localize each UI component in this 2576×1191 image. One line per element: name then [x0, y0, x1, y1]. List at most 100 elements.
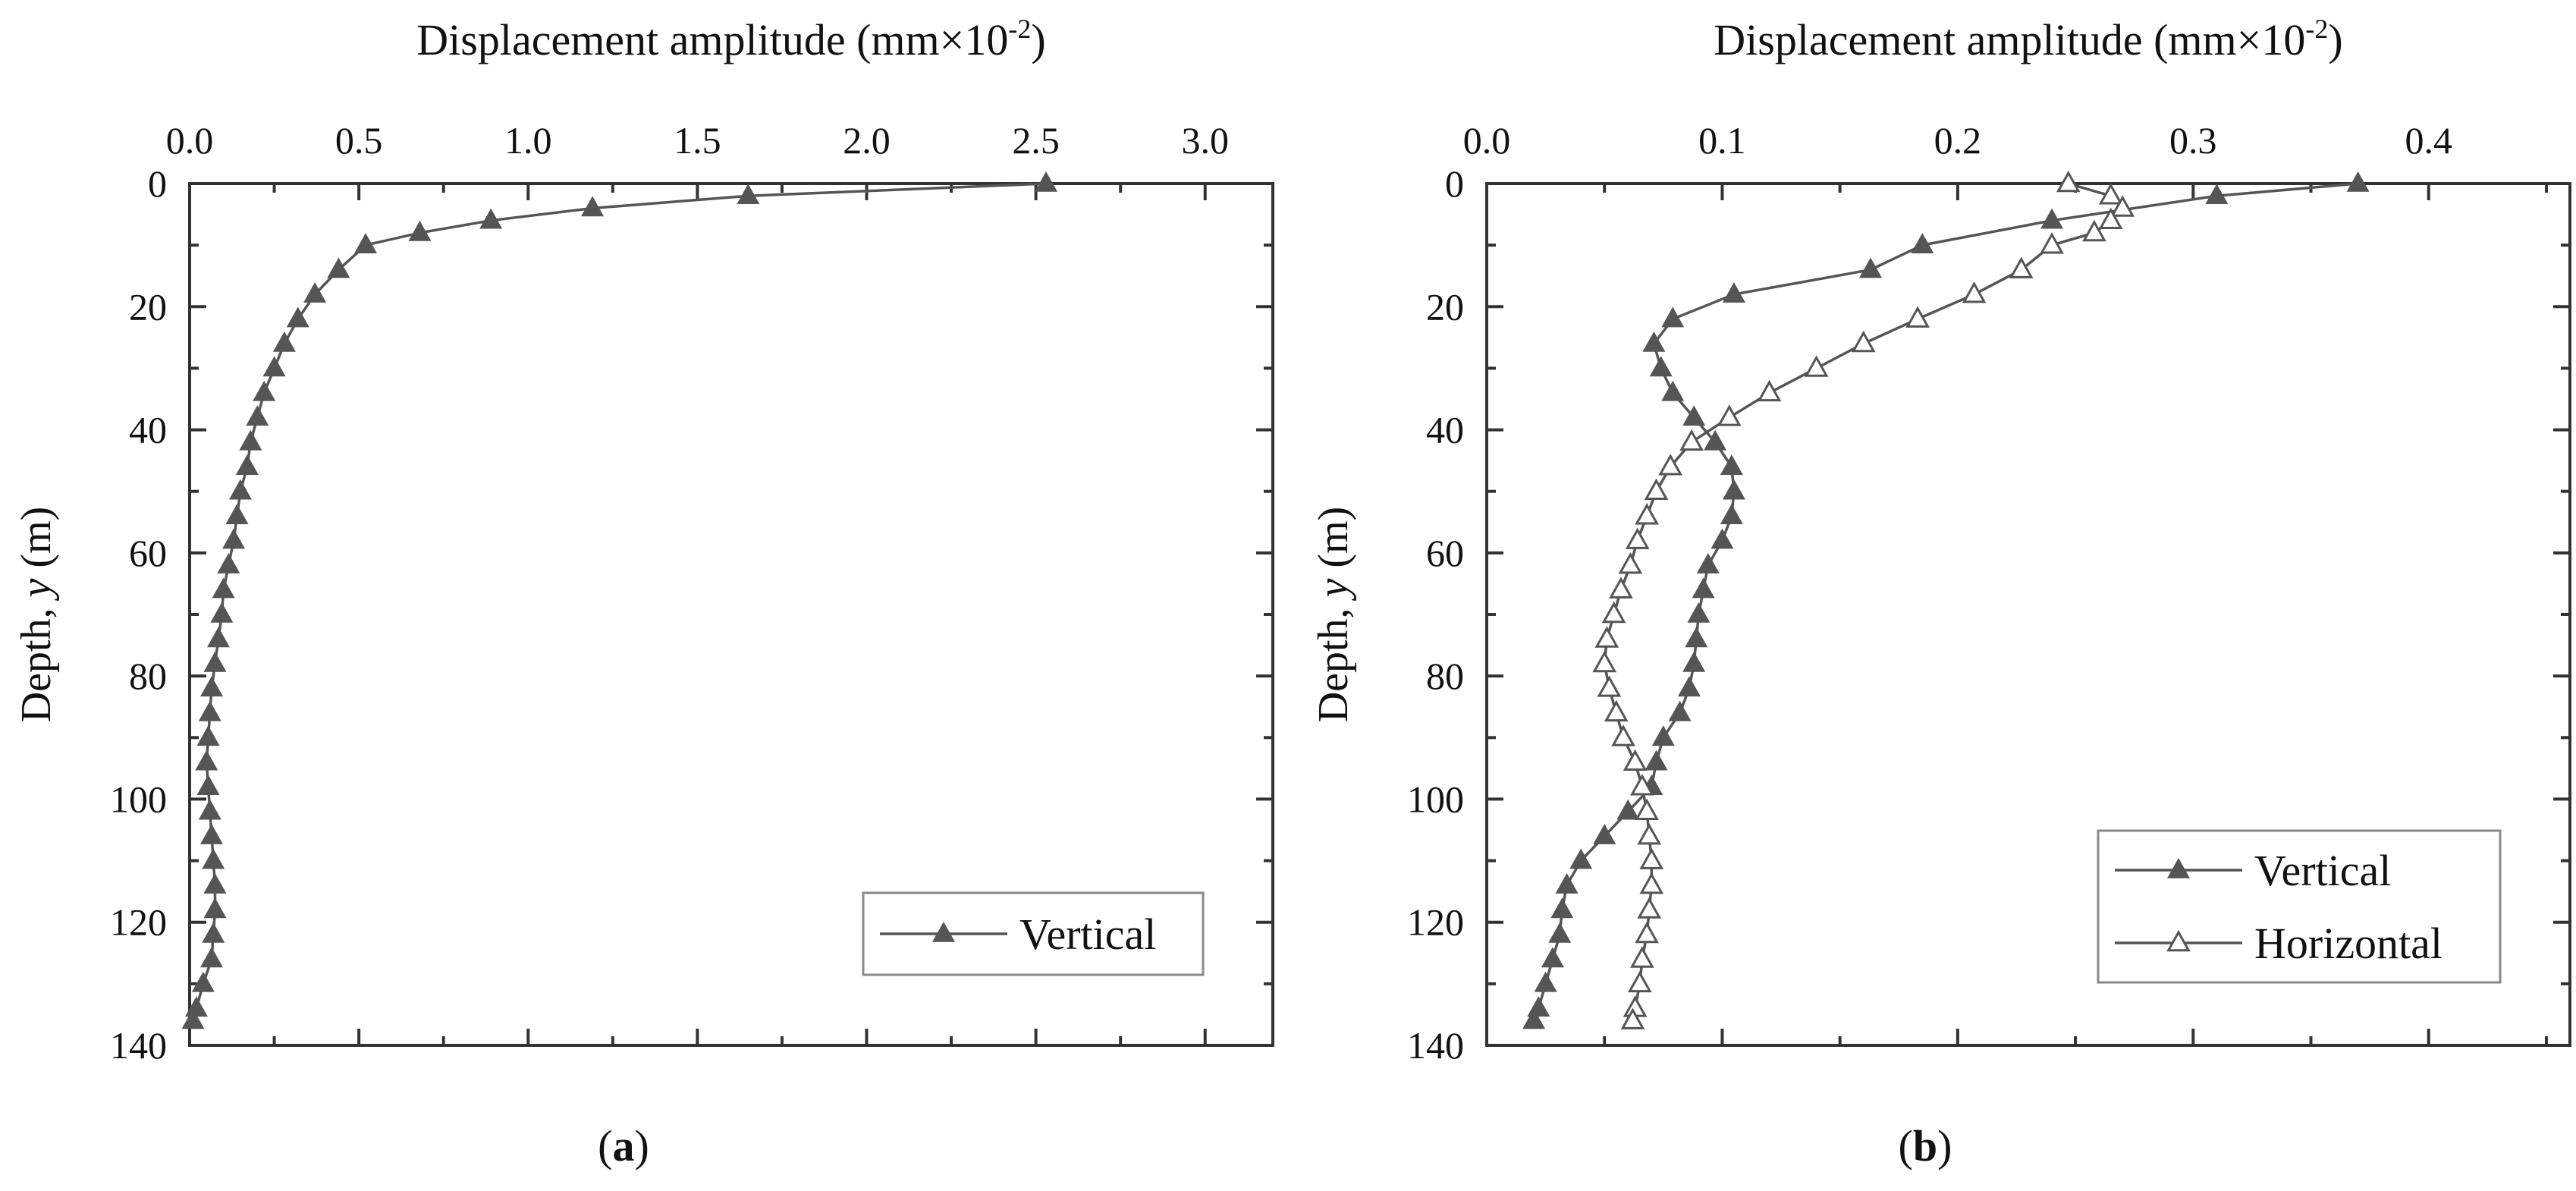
data-point-vertical	[203, 897, 227, 919]
data-point-horizontal	[1604, 699, 1629, 722]
data-point-horizontal	[1623, 749, 1648, 771]
data-point-horizontal	[1639, 847, 1664, 869]
chart-a-legend: Vertical	[862, 891, 1205, 976]
data-point-vertical	[1911, 233, 1934, 253]
panel-a: Displacement amplitude (mm×10-2) Depth, …	[13, 14, 1274, 1171]
data-point-vertical	[1720, 504, 1743, 524]
data-point-vertical	[198, 700, 221, 721]
data-point-horizontal	[2110, 195, 2135, 217]
y-tick-label: 60	[129, 532, 167, 574]
data-point-vertical	[1720, 454, 1743, 476]
x-tick-label: 0.3	[2169, 119, 2217, 162]
data-point-vertical	[408, 220, 432, 241]
data-point-vertical	[1645, 749, 1668, 771]
data-point-horizontal	[1658, 454, 1682, 476]
data-point-vertical	[1722, 479, 1745, 500]
x-tick-label: 0.1	[1698, 119, 1746, 162]
panel-a-label: (a)	[598, 1121, 649, 1171]
data-point-vertical	[203, 651, 227, 672]
data-point-vertical	[1722, 282, 1745, 303]
data-point-vertical	[1704, 429, 1727, 451]
x-tick-label: 2.0	[843, 119, 891, 162]
data-point-vertical	[1035, 171, 1058, 192]
x-tick-label: 1.0	[504, 119, 552, 162]
data-point-horizontal	[2056, 170, 2081, 193]
data-point-vertical	[1649, 356, 1673, 377]
data-point-vertical	[195, 749, 218, 771]
data-point-vertical	[2346, 171, 2370, 192]
x-tick-label: 0.2	[1934, 119, 1982, 162]
data-point-vertical	[286, 306, 309, 328]
data-point-vertical	[253, 380, 276, 401]
data-point-horizontal	[1618, 552, 1643, 574]
y-tick-label: 20	[1426, 285, 1464, 328]
data-point-vertical	[1677, 676, 1701, 697]
data-point-horizontal	[1639, 872, 1664, 894]
data-point-vertical	[239, 429, 262, 451]
data-point-horizontal	[1592, 650, 1617, 673]
data-point-horizontal	[1757, 379, 1782, 402]
data-point-horizontal	[1804, 355, 1829, 377]
data-point-vertical	[272, 331, 296, 352]
data-point-horizontal	[2009, 256, 2034, 278]
data-point-vertical	[191, 971, 215, 992]
data-point-horizontal	[1630, 946, 1654, 968]
data-point-horizontal	[2098, 183, 2123, 205]
data-point-vertical	[212, 577, 235, 599]
data-point-horizontal	[2098, 207, 2123, 229]
x-tick-label: 0.5	[335, 119, 383, 162]
chart-b-title: Displacement amplitude (mm×10-2)	[1714, 14, 2342, 64]
legend-marker-horizontal	[2166, 929, 2191, 952]
data-point-horizontal	[1851, 330, 1876, 353]
data-point-vertical	[200, 947, 224, 968]
x-tick-label: 0.0	[166, 119, 214, 162]
data-point-vertical	[1859, 257, 1883, 278]
data-point-horizontal	[1594, 626, 1619, 648]
data-point-vertical	[235, 454, 259, 476]
data-point-vertical	[1541, 947, 1564, 968]
data-point-vertical	[1642, 331, 1666, 352]
data-point-vertical	[354, 233, 378, 253]
y-tick-label: 40	[1426, 409, 1464, 451]
y-tick-label: 120	[1407, 901, 1464, 944]
data-point-vertical	[200, 676, 224, 697]
data-point-vertical	[200, 824, 224, 844]
data-point-horizontal	[1625, 527, 1650, 549]
chart-b-ylabel: Depth, y (m)	[1310, 507, 1357, 723]
y-tick-label: 40	[129, 409, 167, 451]
data-point-horizontal	[2040, 232, 2064, 254]
y-tick-label: 80	[129, 655, 167, 697]
data-point-horizontal	[1597, 675, 1622, 697]
chart-b-legend-box	[2097, 829, 2502, 984]
y-tick-label: 20	[129, 285, 167, 328]
y-tick-label: 140	[110, 1024, 167, 1067]
y-tick-label: 120	[110, 901, 167, 944]
data-point-vertical	[217, 553, 240, 574]
panel-b-label: (b)	[1899, 1121, 1952, 1171]
data-point-vertical	[1593, 824, 1616, 844]
data-point-vertical	[1692, 577, 1715, 599]
data-point-vertical	[1651, 725, 1675, 746]
data-point-vertical	[2040, 208, 2064, 229]
data-point-horizontal	[1637, 897, 1662, 919]
data-point-vertical	[303, 282, 327, 303]
data-point-vertical	[198, 799, 221, 820]
data-point-vertical	[737, 184, 760, 205]
data-point-vertical	[2205, 184, 2229, 205]
data-point-vertical	[327, 257, 350, 278]
data-point-vertical	[1682, 651, 1706, 672]
legend-marker-vertical	[2166, 857, 2191, 878]
panel-b: Displacement amplitude (mm×10-2) Depth, …	[1310, 14, 2571, 1171]
data-point-vertical	[222, 528, 246, 549]
data-point-vertical	[1616, 799, 1640, 820]
data-point-horizontal	[1679, 429, 1704, 451]
data-point-horizontal	[1717, 404, 1742, 426]
legend-marker-vertical	[931, 921, 956, 942]
data-point-vertical	[1661, 380, 1685, 401]
y-tick-label: 0	[1445, 162, 1464, 205]
data-point-horizontal	[2082, 219, 2106, 242]
data-point-horizontal	[1601, 601, 1626, 624]
data-point-vertical	[206, 627, 230, 648]
data-point-vertical	[1685, 627, 1708, 648]
data-point-vertical	[1550, 897, 1574, 919]
